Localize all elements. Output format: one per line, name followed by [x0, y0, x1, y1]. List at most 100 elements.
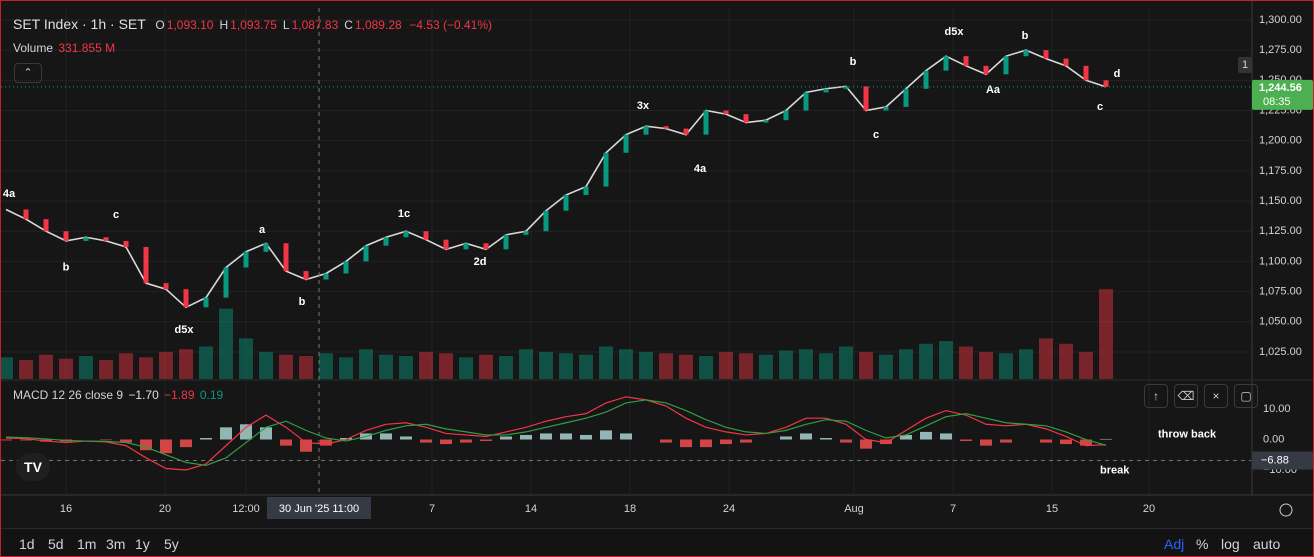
range-button[interactable]: 5y [164, 536, 179, 552]
price-segment-marker [883, 106, 889, 111]
volume-bar [1099, 289, 1113, 379]
collapse-button[interactable]: ⌃ [14, 63, 42, 83]
histogram-bar [520, 434, 532, 440]
histogram-bar [540, 433, 552, 440]
badge-box [1238, 57, 1252, 73]
y-tick-label: 1,300.00 [1259, 14, 1302, 26]
volume-bar [539, 351, 553, 379]
volume-bar [339, 357, 353, 379]
range-button[interactable]: 5d [48, 536, 64, 552]
volume-bar [139, 357, 153, 379]
histogram-bar [1080, 439, 1092, 446]
option-button[interactable]: % [1196, 536, 1209, 552]
histogram-bar [800, 433, 812, 440]
price-segment-marker [183, 289, 189, 308]
legend-macd: MACD 12 26 close 9 −1.70 −1.89 0.19 [13, 388, 225, 402]
price-segment-marker [783, 110, 789, 121]
price-segment-marker [683, 128, 689, 135]
move-up-button[interactable]: ↑ [1144, 384, 1168, 408]
option-button[interactable]: Adj [1164, 536, 1185, 552]
price-segment-marker [703, 110, 709, 135]
histogram-bar [380, 433, 392, 440]
x-tick-label: 14 [525, 503, 537, 515]
wave-label: 4a [694, 163, 707, 175]
price-segment-marker [943, 56, 949, 71]
volume-bar [1079, 351, 1093, 379]
histogram-bar [300, 439, 312, 452]
histogram-bar [460, 439, 472, 443]
crosshair-label: 30 Jun '25 11:00 [279, 503, 359, 515]
price-segment-marker [1043, 50, 1049, 59]
volume-bar [39, 354, 53, 379]
volume-bar [999, 353, 1013, 379]
histogram-bar [1060, 439, 1072, 445]
histogram-bar [660, 439, 672, 443]
price-segment-marker [403, 231, 409, 238]
volume-bar [1019, 349, 1033, 379]
volume-bar [439, 353, 453, 379]
signal-line [5, 399, 1107, 467]
wave-label: Aa [986, 84, 1001, 96]
volume-bar [499, 355, 513, 379]
range-button[interactable]: 1m [77, 536, 97, 552]
maximize-button[interactable]: ▢ [1234, 384, 1258, 408]
volume-bar [219, 308, 233, 379]
volume-bar [819, 353, 833, 379]
histogram-bar [220, 427, 232, 440]
ohlc-value: 1,093.10 [166, 18, 214, 32]
price-segment-marker [263, 243, 269, 252]
range-button[interactable]: 3m [106, 536, 126, 552]
price-segment-marker [763, 120, 769, 123]
price-segment-marker [803, 92, 809, 111]
volume-bar [419, 351, 433, 379]
y-tick-label: 1,025.00 [1259, 346, 1302, 358]
wave-label: 3x [637, 100, 650, 112]
volume-bar [919, 343, 933, 379]
x-tick-label: 12:00 [232, 503, 260, 515]
histogram-bar [240, 424, 252, 440]
price-segment-marker [83, 237, 89, 241]
volume-bar [359, 349, 373, 379]
x-tick-label: 24 [723, 503, 735, 515]
price-segment-marker [483, 243, 489, 250]
option-button[interactable]: auto [1253, 536, 1281, 552]
price-segment-marker [563, 195, 569, 211]
hist-value: 0.19 [199, 388, 224, 402]
volume-bar [979, 351, 993, 379]
wave-label: a [259, 224, 266, 236]
x-tick-label: Aug [844, 503, 864, 515]
x-tick-label: 7 [950, 503, 956, 515]
price-segment-marker [303, 271, 309, 280]
macd-annotation: break [1100, 465, 1130, 477]
wave-label: c [873, 129, 879, 141]
delete-button[interactable]: ⌫ [1174, 384, 1198, 408]
x-tick-label: 7 [429, 503, 435, 515]
range-button[interactable]: 1d [19, 536, 35, 552]
volume-bar [739, 353, 753, 379]
x-tick-label: 15 [1046, 503, 1058, 515]
histogram-bar [980, 439, 992, 446]
volume-bar [319, 353, 333, 379]
price-segment-marker [363, 245, 369, 262]
x-tick-label: 20 [159, 503, 171, 515]
histogram-bar [1, 439, 12, 441]
range-button[interactable]: 1y [135, 536, 150, 552]
wave-label: 1c [398, 208, 410, 220]
price-segment-marker [343, 261, 349, 274]
logo[interactable]: TV [16, 453, 50, 481]
macd-line [5, 396, 1107, 471]
histogram-bar [340, 438, 352, 440]
volume-bar [279, 354, 293, 379]
histogram-bar [600, 430, 612, 440]
histogram-bar [480, 439, 492, 442]
macd-name: MACD 12 26 close 9 [13, 388, 124, 402]
option-button[interactable]: log [1221, 536, 1240, 552]
close-button[interactable]: × [1204, 384, 1228, 408]
histogram-bar [320, 439, 332, 446]
price-segment-marker [423, 231, 429, 240]
chart: 1,025.00 1,050.00 1,075.00 1,100.00 1,125.00… [1, 1, 1313, 528]
volume-value: 331.855 M [58, 41, 116, 55]
y-tick-label: 1,200.00 [1259, 135, 1302, 147]
price-segment-marker [663, 126, 669, 129]
